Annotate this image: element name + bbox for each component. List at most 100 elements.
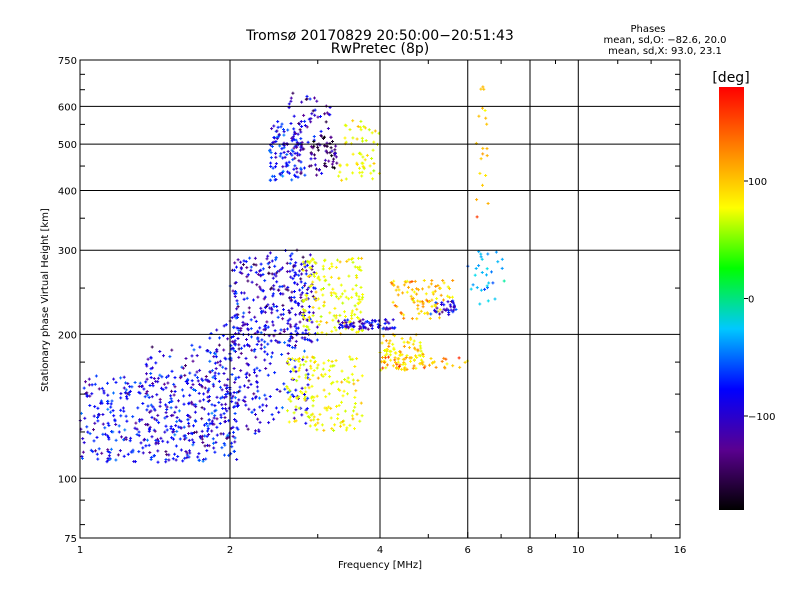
data-point [319,278,321,282]
data-point [294,324,296,328]
data-point [400,350,402,354]
data-point [125,391,127,395]
data-point [286,261,288,265]
data-point [312,146,314,150]
data-point [435,304,436,308]
cluster [309,134,339,171]
data-point [326,151,328,155]
data-point [115,380,117,384]
data-point [211,403,213,407]
data-point [295,388,297,392]
data-point [209,336,211,340]
data-point [159,400,161,404]
data-point [167,374,169,378]
data-point [88,377,90,381]
data-point [279,154,281,158]
data-point [329,311,331,315]
data-point [245,260,247,264]
data-point [295,419,297,423]
data-point [84,416,86,420]
data-point [278,410,280,414]
data-point [276,388,278,391]
data-point [257,272,259,276]
data-point [363,326,365,330]
data-point [350,357,352,361]
data-point [107,407,109,411]
data-point [248,310,250,314]
data-point [215,440,217,444]
data-point [253,408,255,412]
data-point [213,446,215,450]
data-point [288,171,290,175]
data-point [94,421,96,425]
data-point [220,432,222,436]
data-point [403,361,405,364]
data-point [119,449,121,453]
data-point [126,397,128,401]
data-point [138,450,140,454]
data-point [340,421,342,425]
data-point [173,437,174,441]
data-point [323,304,325,308]
data-point [126,419,128,423]
data-point [345,177,347,181]
data-point [246,375,247,379]
data-point [297,357,299,361]
data-point [104,426,106,430]
data-point [304,124,306,127]
data-point [286,153,288,156]
data-point [328,405,330,409]
data-point [343,389,345,393]
data-point [151,345,153,349]
data-point [296,151,298,155]
data-point [98,447,100,451]
data-point [223,372,225,375]
data-point [191,402,193,406]
data-point [265,326,267,330]
data-point [355,274,357,278]
data-point [262,409,264,413]
data-point [146,408,148,412]
data-point [152,405,154,409]
data-point [474,273,476,277]
data-point [319,412,321,416]
data-point [355,291,357,295]
data-point [381,341,383,345]
data-point [415,354,416,358]
data-point [255,429,256,433]
data-point [165,460,167,464]
data-point [103,391,105,395]
data-point [320,129,322,133]
data-point [273,136,275,139]
data-point [405,280,407,284]
data-point [324,112,326,116]
data-point [283,133,285,137]
data-point [332,160,334,164]
data-point [202,441,204,444]
data-point [297,132,299,136]
data-point [326,406,328,410]
data-point [359,319,361,323]
data-point [189,451,191,455]
data-point [223,396,225,400]
data-point [445,309,447,312]
data-point [281,147,283,151]
data-point [149,384,151,387]
data-point [100,399,102,403]
data-point [464,360,466,364]
data-point [293,265,295,269]
data-point [273,287,275,291]
data-point [266,404,267,408]
data-point [184,437,186,441]
data-point [208,387,210,391]
data-point [219,363,221,367]
data-point [309,318,310,322]
data-point [307,318,309,322]
data-point [202,379,204,383]
data-point [306,263,308,267]
data-point [351,414,353,418]
data-point [249,373,250,377]
data-point [204,434,206,438]
data-point [344,318,346,322]
data-point [494,297,496,301]
